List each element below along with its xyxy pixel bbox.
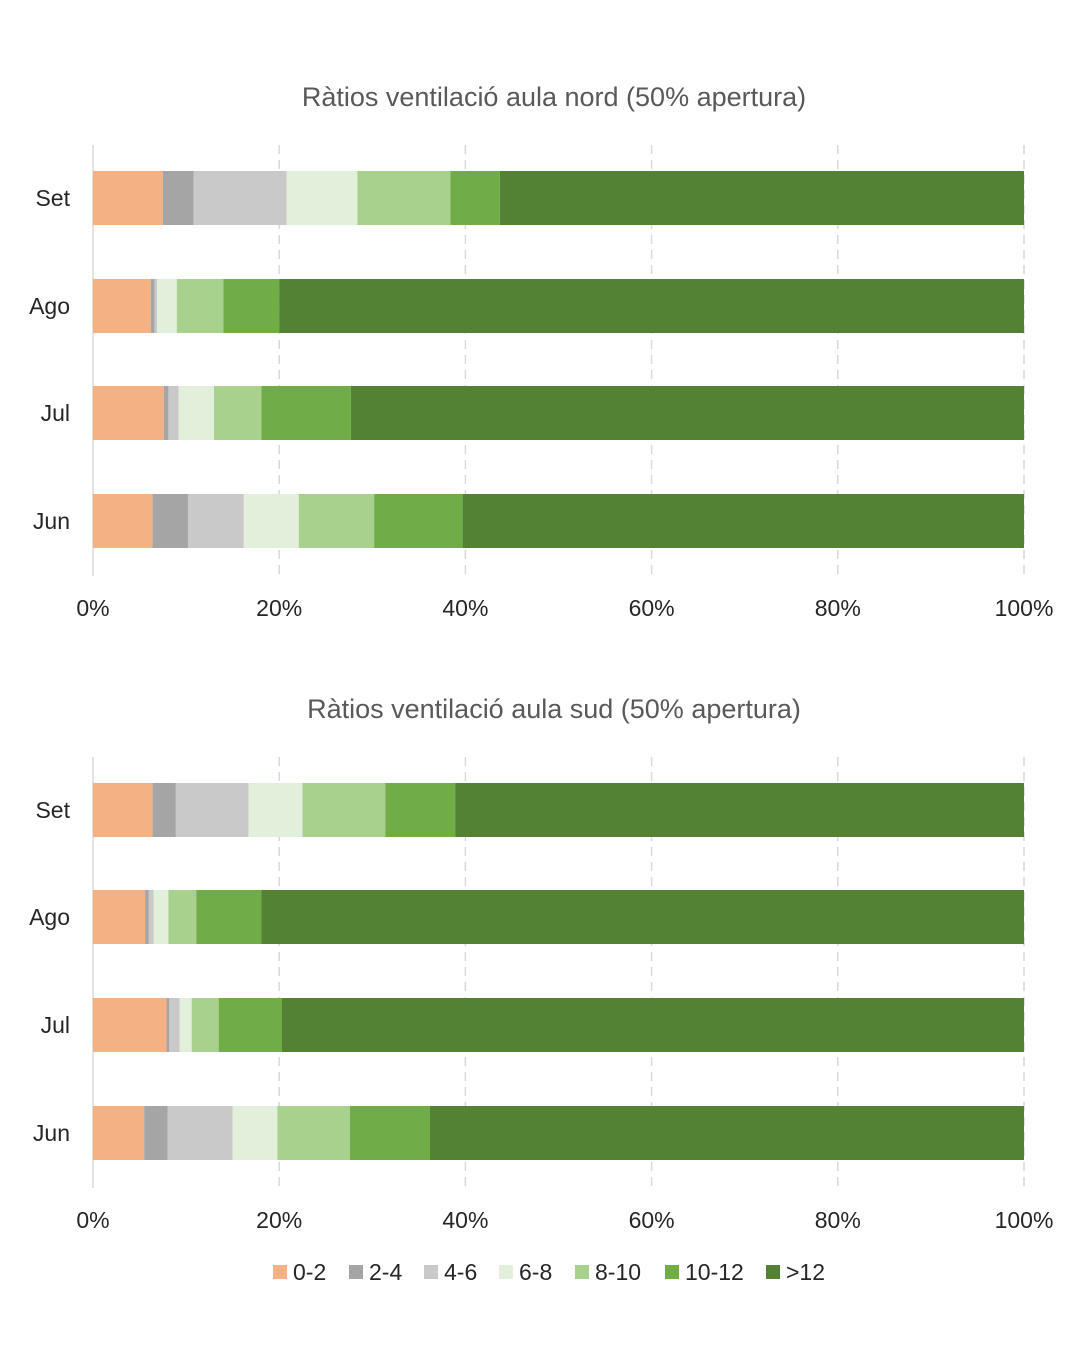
bar-segment-set-4 <box>357 171 451 225</box>
bar-segment-jul-4 <box>191 998 219 1052</box>
bar-segment-ago-5 <box>196 890 262 944</box>
bar-segment-set-2 <box>175 783 249 837</box>
bar-segment-jul-3 <box>179 998 192 1052</box>
bar-segment-set-0 <box>93 171 163 225</box>
bar-segment-jun-0 <box>93 494 153 548</box>
category-label: Jun <box>33 508 70 534</box>
x-tick-label: 80% <box>815 1207 861 1233</box>
chart-title: Ràtios ventilació aula sud (50% apertura… <box>307 694 801 724</box>
category-label: Set <box>35 185 70 211</box>
legend: 0-2 2-4 4-6 6-8 8-10 10-12 >12 <box>273 1259 825 1285</box>
x-tick-label: 20% <box>256 595 302 621</box>
bar-segment-ago-4 <box>168 890 197 944</box>
x-tick-label: 0% <box>76 595 109 621</box>
bar-segment-jun-0 <box>93 1106 145 1160</box>
bar-segment-jun-1 <box>152 494 188 548</box>
bar-segment-jul-5 <box>261 386 351 440</box>
bar-segment-jun-6 <box>430 1106 1025 1160</box>
category-label: Ago <box>29 293 70 319</box>
legend-label: 10-12 <box>685 1259 744 1285</box>
category-label: Set <box>35 797 70 823</box>
bar-segment-ago-6 <box>261 890 1024 944</box>
bar-segment-ago-3 <box>157 279 177 333</box>
x-tick-label: 60% <box>629 1207 675 1233</box>
bar-segment-jul-5 <box>218 998 282 1052</box>
bar-segment-set-5 <box>450 171 500 225</box>
x-tick-label: 60% <box>629 595 675 621</box>
legend-swatch <box>575 1265 589 1279</box>
bar-segment-jul-6 <box>350 386 1025 440</box>
x-tick-label: 40% <box>442 595 488 621</box>
category-label: Ago <box>29 904 70 930</box>
bar-segment-jul-1 <box>163 386 169 440</box>
x-tick-label: 100% <box>995 595 1054 621</box>
x-tick-label: 40% <box>442 1207 488 1233</box>
bar-segment-set-5 <box>385 783 456 837</box>
bar-segment-jun-1 <box>144 1106 168 1160</box>
bar-segment-ago-2 <box>154 279 158 333</box>
x-tick-label: 100% <box>995 1207 1054 1233</box>
legend-label: 2-4 <box>369 1259 402 1285</box>
bar-segment-jul-0 <box>93 998 167 1052</box>
bar-segment-jul-2 <box>169 998 180 1052</box>
bar-segment-jun-4 <box>298 494 375 548</box>
legend-label: 0-2 <box>293 1259 326 1285</box>
category-label: Jul <box>41 1012 70 1038</box>
bar-segment-jul-1 <box>166 998 170 1052</box>
bar-segment-set-1 <box>162 171 194 225</box>
bar-segment-ago-6 <box>279 279 1024 333</box>
x-tick-label: 80% <box>815 595 861 621</box>
bar-segment-ago-0 <box>93 890 146 944</box>
bar-segment-ago-2 <box>148 890 154 944</box>
bar-segment-jun-6 <box>462 494 1024 548</box>
bar-segment-jul-3 <box>178 386 215 440</box>
bar-segment-set-3 <box>248 783 303 837</box>
bar-segment-jul-2 <box>168 386 179 440</box>
bar-segment-set-2 <box>193 171 287 225</box>
legend-swatch <box>273 1265 287 1279</box>
bar-segment-jun-2 <box>167 1106 233 1160</box>
bar-segment-jul-0 <box>93 386 164 440</box>
chart-sud: Ràtios ventilació aula sud (50% apertura… <box>29 694 1053 1233</box>
bar-segment-ago-4 <box>176 279 224 333</box>
bar-segment-ago-5 <box>223 279 280 333</box>
bar-segment-ago-0 <box>93 279 151 333</box>
bar-segment-jul-4 <box>214 386 262 440</box>
chart-title: Ràtios ventilació aula nord (50% apertur… <box>302 82 806 112</box>
bar-segment-jun-2 <box>187 494 244 548</box>
bar-segment-ago-3 <box>153 890 169 944</box>
legend-label: 4-6 <box>444 1259 477 1285</box>
bar-segment-jun-5 <box>374 494 463 548</box>
legend-swatch <box>766 1265 780 1279</box>
chart-nord: Ràtios ventilació aula nord (50% apertur… <box>29 82 1053 621</box>
x-tick-label: 20% <box>256 1207 302 1233</box>
legend-swatch <box>499 1265 513 1279</box>
bar-segment-jun-3 <box>243 494 299 548</box>
bar-segment-jul-6 <box>281 998 1024 1052</box>
bar-segment-jun-5 <box>349 1106 431 1160</box>
legend-swatch <box>424 1265 438 1279</box>
legend-label: 8-10 <box>595 1259 641 1285</box>
bar-segment-set-4 <box>302 783 386 837</box>
bar-segment-jun-3 <box>232 1106 278 1160</box>
x-tick-label: 0% <box>76 1207 109 1233</box>
bar-segment-jun-4 <box>277 1106 350 1160</box>
bar-segment-set-6 <box>499 171 1024 225</box>
legend-label: 6-8 <box>519 1259 552 1285</box>
bar-segment-set-6 <box>455 783 1024 837</box>
bar-segment-set-1 <box>152 783 176 837</box>
bar-segment-set-3 <box>286 171 358 225</box>
bar-segment-ago-1 <box>145 890 149 944</box>
bar-segment-ago-1 <box>150 279 155 333</box>
legend-swatch <box>665 1265 679 1279</box>
category-label: Jun <box>33 1120 70 1146</box>
category-label: Jul <box>41 400 70 426</box>
bar-segment-set-0 <box>93 783 153 837</box>
legend-swatch <box>349 1265 363 1279</box>
legend-label: >12 <box>786 1259 825 1285</box>
